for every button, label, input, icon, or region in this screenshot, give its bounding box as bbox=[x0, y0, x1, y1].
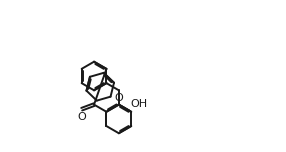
Text: O: O bbox=[114, 93, 123, 103]
Text: O: O bbox=[77, 112, 86, 122]
Text: OH: OH bbox=[130, 100, 147, 109]
